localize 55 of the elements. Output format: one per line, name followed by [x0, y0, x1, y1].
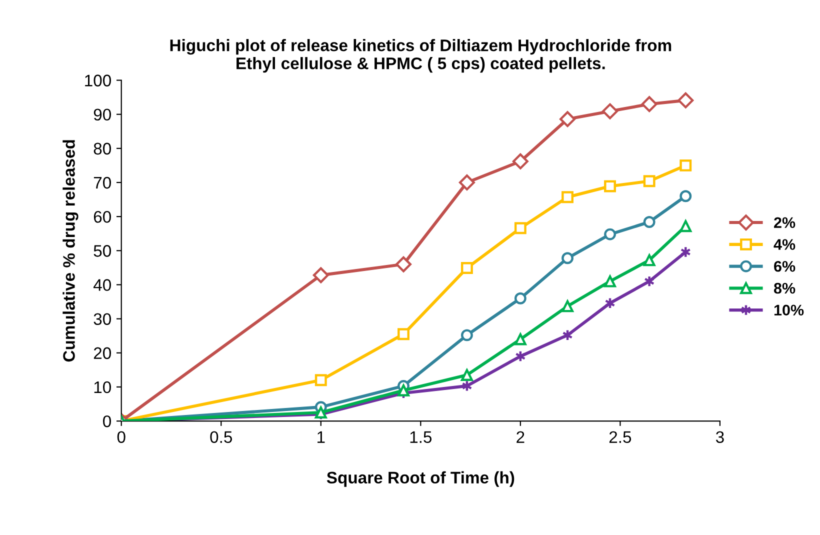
point — [680, 190, 692, 202]
x-tick-label: 3 — [716, 431, 724, 444]
y-tick-label: 50 — [94, 245, 111, 257]
y-tick-label: 60 — [94, 210, 111, 223]
y-tick-label: 20 — [94, 347, 111, 360]
point — [398, 384, 410, 396]
chart-title: Higuchi plot of release kinetics of Diltiazem Hydrochloride from Ethyl cellulose & HPMC ( 5 cps) coated pellets. — [170, 39, 672, 73]
point — [514, 292, 526, 304]
point — [396, 256, 412, 272]
legend-label: 10% — [774, 304, 804, 316]
legend-label: 6% — [774, 260, 796, 272]
point — [512, 153, 528, 170]
point — [514, 333, 526, 346]
y-tick-label: 80 — [94, 142, 111, 155]
y-tick-label: 70 — [94, 176, 111, 189]
y-tick-label: 100 — [85, 74, 111, 86]
point — [562, 300, 574, 312]
point — [514, 222, 526, 234]
point — [643, 175, 656, 188]
y-tick-label: 30 — [94, 313, 111, 326]
point — [680, 159, 692, 172]
legend-label: 2% — [774, 217, 796, 228]
x-tick-label: 1 — [318, 431, 325, 443]
point — [562, 191, 574, 204]
y-tick-label: 10 — [94, 381, 111, 394]
legend-label: 4% — [774, 239, 796, 250]
point — [312, 267, 329, 284]
point — [314, 374, 327, 386]
y-tick-label: 40 — [93, 279, 111, 291]
point — [460, 262, 473, 274]
point — [398, 328, 410, 340]
point — [604, 228, 616, 240]
point — [604, 180, 616, 192]
point — [643, 216, 656, 228]
x-tick-label: 1.5 — [410, 431, 432, 444]
x-tick-label: 0 — [117, 431, 126, 444]
point — [562, 252, 574, 264]
point — [460, 369, 473, 382]
point — [641, 96, 658, 112]
x-axis-title: Square Root of Time (h) — [326, 471, 514, 487]
point — [458, 174, 475, 190]
legend-label: 8% — [774, 282, 796, 294]
point — [680, 220, 692, 232]
point — [460, 329, 473, 342]
point — [602, 103, 618, 120]
point — [560, 111, 576, 128]
point — [678, 92, 694, 108]
point — [604, 275, 616, 288]
x-tick-label: 2 — [516, 431, 524, 443]
point — [643, 254, 656, 266]
y-axis-title: Cumulative % drug released — [62, 140, 78, 362]
y-tick-label: 90 — [94, 108, 111, 121]
y-tick-label: 0 — [103, 415, 111, 428]
x-tick-label: 2.5 — [609, 431, 632, 444]
x-tick-label: 0.5 — [210, 431, 232, 444]
